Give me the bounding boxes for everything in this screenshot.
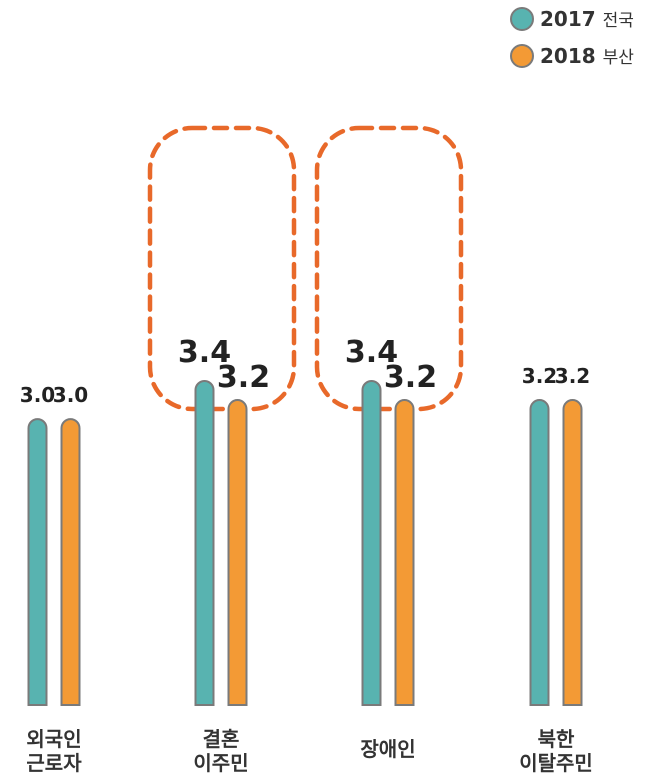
bar-2017-3 — [529, 399, 550, 706]
bar-2018-2 — [394, 399, 415, 706]
value-label-2018-2: 3.2 — [384, 360, 437, 395]
category-label-0-0: 외국인 — [26, 727, 81, 751]
bar-2018-0 — [60, 418, 81, 706]
category-label-1-0: 결혼 — [203, 727, 240, 751]
category-label-3-1: 이탈주민 — [519, 751, 593, 775]
legend: 2017 전국 2018 부산 — [510, 7, 634, 68]
value-label-2017-3: 3.2 — [522, 364, 557, 388]
highlight-box — [314, 125, 464, 412]
highlight-boxes — [147, 125, 464, 412]
bar-2017-1 — [194, 379, 215, 706]
category-label-2-0: 장애인 — [360, 737, 415, 761]
category-label-3-0: 북한 — [538, 727, 575, 751]
legend-marker-2017 — [510, 7, 534, 31]
bar-2017-2 — [361, 379, 382, 706]
legend-label-2018: 2018 부산 — [540, 44, 634, 68]
bars — [27, 379, 583, 706]
category-label-0-1: 근로자 — [26, 751, 82, 775]
legend-label-2017: 2017 전국 — [540, 7, 634, 31]
bar-2017-0 — [27, 418, 48, 706]
bar-2018-3 — [562, 399, 583, 706]
bar-2018-1 — [227, 399, 248, 706]
value-label-2017-2: 3.4 — [345, 335, 398, 370]
value-labels: 3.03.4 3.43.23.03.2 3.2 3.2 — [20, 335, 590, 407]
value-label-2018-1: 3.2 — [217, 360, 270, 395]
legend-marker-2018 — [510, 44, 534, 68]
category-label-1-1: 이주민 — [193, 751, 248, 775]
value-label-2017-1: 3.4 — [178, 335, 231, 370]
value-label-2017-0: 3.0 — [20, 383, 55, 407]
value-label-2018-3: 3.2 — [555, 364, 590, 388]
highlight-box — [147, 125, 297, 412]
value-label-2018-0: 3.0 — [53, 383, 88, 407]
